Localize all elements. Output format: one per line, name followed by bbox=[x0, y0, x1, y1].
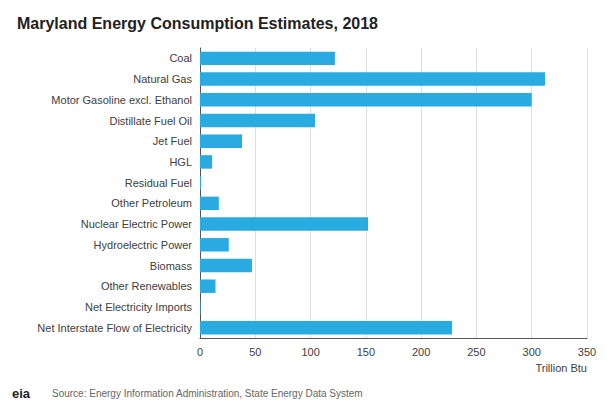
svg-text:Other Petroleum: Other Petroleum bbox=[111, 197, 192, 209]
svg-text:Biomass: Biomass bbox=[150, 260, 193, 272]
svg-text:Jet Fuel: Jet Fuel bbox=[153, 135, 192, 147]
svg-text:HGL: HGL bbox=[169, 156, 192, 168]
svg-text:Trillion Btu: Trillion Btu bbox=[535, 362, 587, 374]
svg-text:Net Interstate Flow of Electri: Net Interstate Flow of Electricity bbox=[37, 322, 192, 334]
svg-text:0: 0 bbox=[197, 346, 203, 358]
svg-text:Net Electricity Imports: Net Electricity Imports bbox=[85, 301, 192, 313]
svg-text:Hydroelectric Power: Hydroelectric Power bbox=[94, 239, 193, 251]
svg-text:Coal: Coal bbox=[169, 52, 192, 64]
svg-text:250: 250 bbox=[467, 346, 485, 358]
svg-text:Other Renewables: Other Renewables bbox=[101, 280, 193, 292]
svg-text:Natural Gas: Natural Gas bbox=[133, 73, 192, 85]
svg-text:350: 350 bbox=[578, 346, 596, 358]
svg-text:Maryland Energy Consumption Es: Maryland Energy Consumption Estimates, 2… bbox=[17, 15, 378, 32]
svg-text:Distillate Fuel Oil: Distillate Fuel Oil bbox=[109, 115, 192, 127]
svg-text:Motor Gasoline excl. Ethanol: Motor Gasoline excl. Ethanol bbox=[51, 94, 192, 106]
svg-text:300: 300 bbox=[523, 346, 541, 358]
svg-text:eia: eia bbox=[12, 386, 31, 401]
svg-text:150: 150 bbox=[357, 346, 375, 358]
svg-text:200: 200 bbox=[412, 346, 430, 358]
svg-text:50: 50 bbox=[249, 346, 261, 358]
svg-text:Source: Energy Information Adm: Source: Energy Information Administratio… bbox=[52, 388, 363, 399]
svg-text:Nuclear Electric Power: Nuclear Electric Power bbox=[81, 218, 193, 230]
svg-text:100: 100 bbox=[301, 346, 319, 358]
svg-text:Residual Fuel: Residual Fuel bbox=[125, 177, 192, 189]
